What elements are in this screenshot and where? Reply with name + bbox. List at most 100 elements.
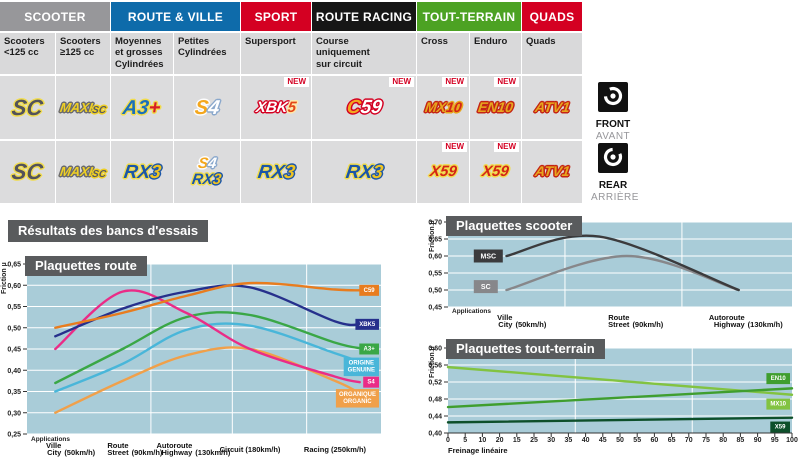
tt-xtick: 20: [496, 437, 504, 444]
badge-part: 10: [444, 98, 463, 115]
route-ytick: 0,65: [7, 262, 21, 269]
scooter-category: Highway: [714, 320, 746, 329]
new-badge: NEW: [494, 77, 519, 87]
badge-part: X59: [481, 163, 511, 180]
route-ytick: 0,25: [7, 432, 21, 439]
subcolumn-scooters-125-cc: Scooters ≥125 cc: [56, 33, 110, 74]
scooter-category-speed: (90km/h): [632, 320, 663, 329]
badge-part: MAXI: [58, 164, 94, 179]
brand-cell-rear: RX3: [312, 141, 416, 203]
brand-badge-rx3: RX3: [344, 161, 384, 183]
badge-part: SC: [91, 169, 107, 180]
brand-badge-en10: EN10: [477, 99, 514, 116]
new-badge: NEW: [442, 142, 467, 152]
tt-label-box-mx10: [766, 398, 790, 410]
tt-label-mx10: MX10: [770, 402, 786, 408]
tt-ytick: 0,60: [428, 346, 442, 353]
scooter-series-msc: [505, 234, 740, 292]
route-ytick: 0,35: [7, 389, 21, 396]
scooter-category: Street: [608, 320, 630, 329]
brand-badge-atv1: ATV1: [533, 163, 571, 180]
brand-cell-rear: SC: [0, 141, 55, 203]
group-header-sport: SPORT: [241, 2, 311, 31]
front-label: FRONT: [595, 119, 631, 130]
badge-part: 5: [286, 98, 298, 116]
badge-part: MAXI: [58, 99, 94, 115]
front-block: FRONT AVANT: [591, 82, 635, 142]
scooter-category: Autoroute: [709, 313, 745, 322]
new-badge: NEW: [389, 77, 414, 87]
route-chart: 0,65 0,60 0,55 0,50 0,45 0,40 0,35 0,30 0,25 Fric…: [0, 252, 400, 458]
badge-part: 1: [560, 98, 571, 115]
group-header-route-ville: ROUTE & VILLE: [111, 2, 240, 31]
brand-badge-xbk5: XBK5: [254, 98, 298, 116]
results-title: Résultats des bancs d'essais: [8, 220, 209, 243]
new-badge: NEW: [284, 77, 309, 87]
route-label-organique-organic: ORGANIQUE: [339, 392, 376, 398]
brand-cell-front: ATV1: [522, 76, 582, 139]
route-ytick: 0,30: [7, 410, 21, 417]
tt-xtick: 60: [651, 437, 659, 444]
tt-xtick: 35: [565, 437, 573, 444]
tt-ytick: 0,44: [428, 414, 442, 421]
tt-xtick: 30: [547, 437, 555, 444]
brand-cell-front: S4: [174, 76, 240, 139]
scooter-ylabel: Friction µ: [429, 220, 436, 252]
route-ytick: 0,50: [7, 325, 21, 332]
badge-part: 4: [206, 155, 218, 172]
scooter-chart-title: Plaquettes scooter: [446, 216, 583, 237]
badge-part: MX: [423, 98, 447, 115]
application-table: SCOOTER ROUTE & VILLE SPORT ROUTE RACING TOU…: [0, 2, 582, 203]
brand-cell-front: MAXISC: [56, 76, 110, 139]
tt-series-mx10: [446, 365, 794, 396]
route-label-xbk5: XBK5: [359, 322, 376, 328]
tt-xtick: 40: [582, 437, 590, 444]
tt-ytick: 0,52: [428, 380, 442, 387]
subcolumn-petites-cylindr-es: Petites Cylindrées: [174, 33, 240, 74]
tt-ytick: 0,56: [428, 363, 442, 370]
subcolumn-course-uniquement-sur-circuit: Course uniquement sur circuit: [312, 33, 416, 74]
tt-series-en10: [446, 387, 794, 409]
route-category-speed: (90km/h): [132, 448, 163, 457]
brand-badge-maxisc: MAXISC: [59, 164, 108, 180]
brand-cell-rear: NEW X59: [470, 141, 521, 203]
route-label-s4: S4: [367, 380, 375, 386]
group-header-scooter: SCOOTER: [0, 2, 110, 31]
route-series-s4: [54, 289, 361, 384]
tt-xtick: 100: [786, 437, 798, 444]
route-category-speed: (130km/h): [195, 448, 231, 457]
brand-cell-front: NEW XBK5: [241, 76, 311, 139]
route-label-origine-genuine: ORIGINE: [349, 361, 374, 367]
route-ytick: 0,55: [7, 304, 21, 311]
route-category-speed: (50km/h): [64, 448, 95, 457]
tt-xtick: 65: [668, 437, 676, 444]
brand-badge-mx10: MX10: [423, 98, 463, 116]
route-series-origine-genuine: [54, 322, 361, 393]
scooter-xlabel: Applications: [452, 308, 491, 315]
group-header-route-racing: ROUTE RACING: [312, 2, 416, 31]
badge-part: 3: [370, 161, 384, 183]
route-label-box-organique-organic: [335, 389, 379, 408]
tt-label-en10: EN10: [771, 376, 787, 382]
badge-part: XBK: [254, 98, 289, 116]
brand-badge-rx3: RX3: [122, 162, 162, 183]
tt-ylabel: Friction µ: [429, 346, 436, 378]
subcolumn-scooters-125-cc: Scooters <125 cc: [0, 33, 55, 74]
subcolumn-enduro: Enduro: [470, 33, 521, 74]
brand-cell-rear: S4 RX3: [174, 141, 240, 203]
brand-cell-rear: NEW X59: [417, 141, 469, 203]
badge-part: 1: [560, 163, 571, 179]
subcolumn-moyennes-et-grosses-cylindr-es: Moyennes et grosses Cylindrées: [111, 33, 173, 74]
scooter-chart: 0,70 0,65 0,60 0,55 0,50 0,45 Friction µ Applic…: [428, 214, 800, 336]
scooter-label-box-msc: [473, 249, 503, 263]
tt-xtick: 10: [479, 437, 487, 444]
tt-xtick: 25: [530, 437, 538, 444]
route-category: Ville: [46, 441, 61, 450]
badge-part: +: [147, 96, 163, 119]
tt-label-box-x59: [770, 421, 790, 433]
tt-xtick: 55: [633, 437, 641, 444]
badge-part: SC: [10, 159, 45, 184]
brand-cell-rear: ATV1: [522, 141, 582, 203]
tout-terrain-chart-title: Plaquettes tout-terrain: [446, 339, 605, 360]
